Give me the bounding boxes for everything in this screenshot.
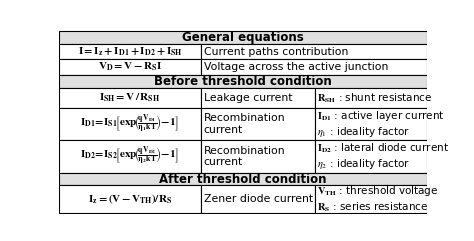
Bar [59, 31, 427, 44]
Bar [315, 140, 427, 173]
Bar [59, 59, 201, 75]
Text: Current paths contribution: Current paths contribution [204, 47, 348, 57]
Text: Recombination
current: Recombination current [204, 113, 285, 135]
Bar [201, 88, 315, 108]
Text: Leakage current: Leakage current [204, 93, 292, 103]
Text: $\mathbf{I_{SH}=V\,/\,R_{SH}}$: $\mathbf{I_{SH}=V\,/\,R_{SH}}$ [100, 92, 161, 104]
Bar [59, 88, 201, 108]
Bar [201, 59, 427, 75]
Text: Recombination
current: Recombination current [204, 146, 285, 167]
Text: Zener diode current: Zener diode current [204, 194, 313, 204]
Text: $\mathbf{V_{TH}}$ : threshold voltage
$\mathbf{R_S}$ : series resistance: $\mathbf{V_{TH}}$ : threshold voltage $\… [318, 184, 439, 214]
Bar [59, 108, 201, 140]
Text: $\mathbf{I_{D1}\!=\!I_{S1}\!\left[\mathbf{exp}\!\left(\!\frac{qV_{D1}}{\eta_1 kT: $\mathbf{I_{D1}\!=\!I_{S1}\!\left[\mathb… [81, 112, 180, 136]
Text: $\mathbf{I_z=(V-V_{TH})/R_S}$: $\mathbf{I_z=(V-V_{TH})/R_S}$ [88, 192, 172, 206]
Bar [59, 140, 201, 173]
Bar [201, 140, 315, 173]
Bar [315, 88, 427, 108]
Text: After threshold condition: After threshold condition [159, 173, 327, 186]
Bar [315, 108, 427, 140]
Text: $\mathbf{I_{D2}}$ : lateral diode current
$\boldsymbol{\eta_2}$ : ideality facto: $\mathbf{I_{D2}}$ : lateral diode curren… [318, 142, 449, 171]
Bar [59, 75, 427, 88]
Text: $\mathbf{I=I_z+I_{D1}+I_{D2}+I_{SH}}$: $\mathbf{I=I_z+I_{D1}+I_{D2}+I_{SH}}$ [78, 45, 182, 58]
Text: $\mathbf{R_{SH}}$ : shunt resistance: $\mathbf{R_{SH}}$ : shunt resistance [318, 91, 433, 105]
Text: $\mathbf{V_D=V-R_S I}$: $\mathbf{V_D=V-R_S I}$ [98, 61, 162, 74]
Bar [201, 44, 427, 59]
Text: $\mathbf{I_{D1}}$ : active layer current
$\boldsymbol{\eta_1}$ : ideality factor: $\mathbf{I_{D1}}$ : active layer current… [318, 109, 445, 139]
Text: Voltage across the active junction: Voltage across the active junction [204, 62, 388, 72]
Bar [315, 186, 427, 213]
Text: $\mathbf{I_{D2}\!=\!I_{S2}\!\left[\mathbf{exp}\!\left(\!\frac{qV_{D2}}{\eta_2 kT: $\mathbf{I_{D2}\!=\!I_{S2}\!\left[\mathb… [81, 145, 180, 168]
Bar [201, 186, 315, 213]
Text: Before threshold condition: Before threshold condition [154, 75, 332, 88]
Bar [59, 186, 201, 213]
Text: General equations: General equations [182, 31, 304, 44]
Bar [59, 44, 201, 59]
Bar [201, 108, 315, 140]
Bar [59, 173, 427, 186]
